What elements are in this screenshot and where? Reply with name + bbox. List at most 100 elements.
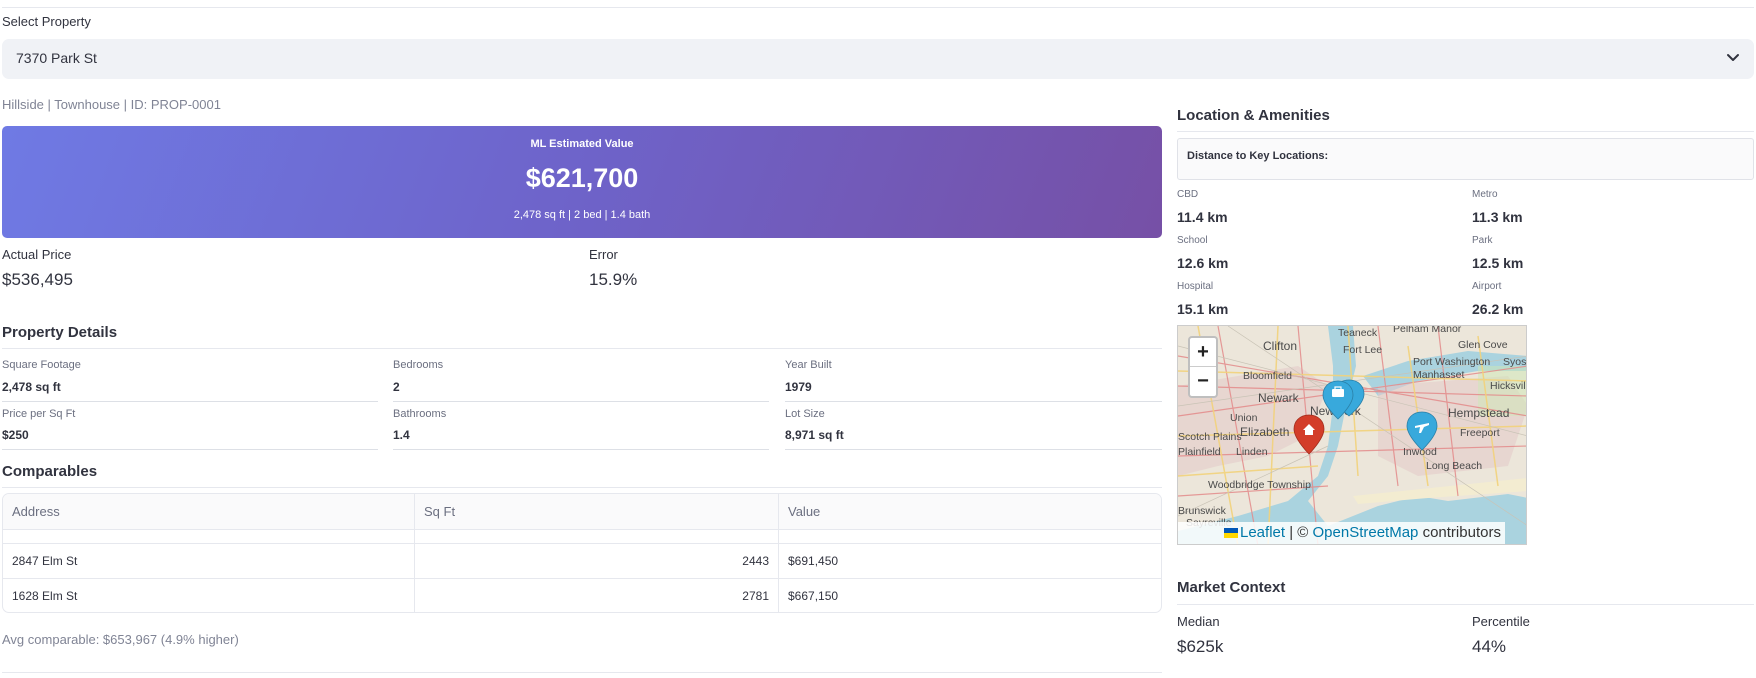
school-value: 12.6 km	[1177, 255, 1229, 271]
cell-value: $667,150	[788, 589, 839, 603]
cbd-value: 11.4 km	[1177, 209, 1228, 225]
detail-divider	[393, 449, 769, 450]
square-footage-label: Square Footage	[2, 359, 81, 371]
map-label: Teaneck	[1338, 327, 1378, 339]
bathrooms-value: 1.4	[393, 428, 410, 442]
table-row[interactable]: 1628 Elm St 2781 $667,150	[3, 578, 1161, 612]
table-row[interactable]: 2847 Elm St 2443 $691,450	[3, 543, 1161, 579]
hospital-value: 15.1 km	[1177, 301, 1229, 317]
map-label: Port Washington	[1413, 356, 1490, 368]
comparables-table[interactable]: Address Sq Ft Value 2847 Elm St 2443 $69…	[2, 493, 1162, 613]
map-label: Scotch Plains	[1178, 431, 1242, 443]
map-label: Hempstead	[1448, 406, 1509, 420]
map-label: Plainfield	[1178, 446, 1221, 458]
metro-value: 11.3 km	[1472, 209, 1523, 225]
error-label: Error	[589, 247, 618, 262]
map-label: Clifton	[1263, 339, 1297, 353]
airport-value: 26.2 km	[1472, 301, 1524, 317]
price-per-sqft-label: Price per Sq Ft	[2, 408, 76, 420]
property-subtitle: Hillside | Townhouse | ID: PROP-0001	[2, 97, 221, 112]
property-select[interactable]: 7370 Park St	[2, 39, 1754, 79]
cbd-label: CBD	[1177, 189, 1199, 200]
map-label: Long Beach	[1426, 460, 1482, 472]
map-label: Inwood	[1403, 446, 1437, 458]
comparables-title: Comparables	[2, 463, 98, 480]
column-header-sqft[interactable]: Sq Ft	[415, 494, 779, 530]
map-label: Fort Lee	[1343, 344, 1382, 356]
section-divider	[1177, 131, 1754, 132]
map-label: Glen Cove	[1458, 339, 1508, 351]
cell-sqft: 2443	[415, 544, 779, 579]
actual-price-label: Actual Price	[2, 247, 72, 262]
osm-link[interactable]: OpenStreetMap	[1312, 524, 1419, 541]
map-label: Bloomfield	[1243, 370, 1292, 382]
property-marker[interactable]	[1293, 414, 1325, 455]
distance-header-box: Distance to Key Locations:	[1177, 138, 1754, 180]
market-context-title: Market Context	[1177, 579, 1286, 596]
column-header-address[interactable]: Address	[3, 494, 415, 530]
detail-divider	[785, 449, 1162, 450]
map-label: Newark	[1258, 391, 1300, 405]
distance-header: Distance to Key Locations:	[1187, 150, 1329, 162]
error-value: 15.9%	[589, 270, 638, 289]
property-details-title: Property Details	[2, 324, 118, 341]
map-label: Linden	[1236, 446, 1268, 458]
percentile-value: 44%	[1472, 637, 1507, 656]
property-select-value: 7370 Park St	[16, 50, 97, 66]
column-header-value[interactable]: Value	[779, 494, 1161, 530]
actual-price-value: $536,495	[2, 270, 73, 289]
zoom-in-button[interactable]: +	[1190, 338, 1216, 367]
map-label: Freeport	[1460, 427, 1500, 439]
cell-sqft: 2781	[415, 579, 779, 612]
lot-size-value: 8,971 sq ft	[785, 428, 844, 442]
park-value: 12.5 km	[1472, 255, 1524, 271]
map-tiles[interactable]: Teaneck Pelham Manor Clifton Fort Lee Gl…	[1178, 326, 1527, 545]
detail-divider	[785, 401, 1162, 402]
briefcase-marker[interactable]	[1322, 380, 1354, 420]
cell-value: $691,450	[788, 554, 839, 568]
airport-label: Airport	[1472, 281, 1502, 292]
detail-divider	[2, 449, 378, 450]
percentile-label: Percentile	[1472, 614, 1530, 629]
hospital-label: Hospital	[1177, 281, 1214, 292]
park-label: Park	[1472, 235, 1493, 246]
map-label: Elizabeth	[1240, 425, 1289, 439]
avg-comparable-text: Avg comparable: $653,967 (4.9% higher)	[2, 632, 239, 647]
table-row-partial	[3, 530, 1161, 543]
map-label: Syosset	[1503, 356, 1527, 368]
school-label: School	[1177, 235, 1208, 246]
zoom-control[interactable]: + −	[1188, 336, 1218, 398]
square-footage-value: 2,478 sq ft	[2, 380, 61, 394]
bedrooms-value: 2	[393, 380, 400, 394]
location-map[interactable]: Teaneck Pelham Manor Clifton Fort Lee Gl…	[1177, 325, 1527, 545]
bottom-divider	[2, 672, 1162, 673]
ukraine-flag-icon	[1224, 528, 1238, 538]
location-title: Location & Amenities	[1177, 107, 1330, 124]
year-built-label: Year Built	[785, 359, 832, 371]
airport-marker[interactable]	[1406, 411, 1438, 451]
chevron-down-icon	[1727, 54, 1739, 61]
map-label: Manhasset	[1413, 369, 1464, 381]
map-label: Union	[1230, 412, 1258, 424]
metro-label: Metro	[1472, 189, 1498, 200]
top-divider	[2, 7, 1754, 8]
home-icon	[1303, 424, 1315, 435]
plane-icon	[1415, 423, 1429, 433]
estimate-details: 2,478 sq ft | 2 bed | 1.4 bath	[513, 209, 651, 221]
briefcase-icon	[1332, 389, 1344, 397]
map-label: Brunswick	[1178, 505, 1227, 517]
select-property-label: Select Property	[2, 14, 91, 29]
attribution-separator: | ©	[1285, 524, 1313, 541]
detail-divider	[393, 401, 769, 402]
section-divider	[2, 487, 1162, 488]
section-divider	[1177, 604, 1754, 605]
cell-address: 1628 Elm St	[3, 579, 415, 612]
lot-size-label: Lot Size	[785, 408, 825, 420]
detail-divider	[2, 401, 378, 402]
year-built-value: 1979	[785, 380, 812, 394]
bathrooms-label: Bathrooms	[393, 408, 447, 420]
estimate-label: ML Estimated Value	[530, 138, 634, 150]
zoom-out-button[interactable]: −	[1197, 370, 1209, 392]
leaflet-link[interactable]: Leaflet	[1240, 524, 1286, 541]
median-label: Median	[1177, 614, 1220, 629]
